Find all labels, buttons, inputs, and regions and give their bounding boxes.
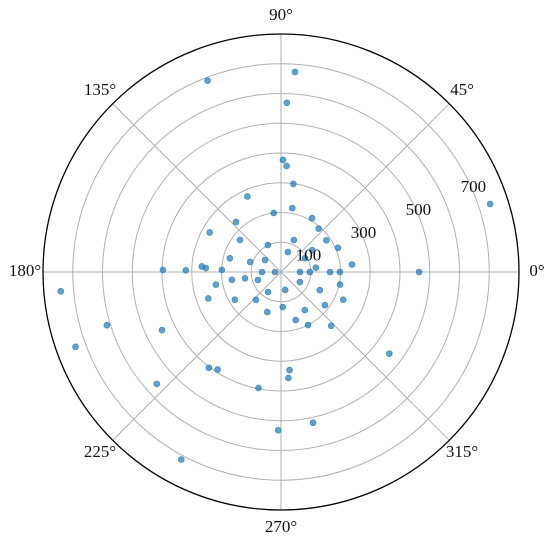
data-point [283,162,290,170]
data-point [486,200,494,208]
data-point [72,343,79,351]
r-tick-label: 700 [461,177,487,196]
polar-spine [42,33,520,511]
data-point [286,366,293,374]
data-point [301,254,309,262]
data-point [241,275,249,282]
data-point [182,267,190,274]
data-point [339,296,347,304]
data-point [228,276,236,284]
data-point [386,350,393,357]
data-point [306,268,314,276]
data-point [57,287,65,295]
theta-tick-label: 0° [529,261,544,280]
data-point [204,77,211,84]
data-point [336,268,344,276]
data-point [254,276,262,284]
data-point [252,296,260,304]
data-point [301,306,309,314]
data-point [285,374,292,382]
theta-tick-label: 45° [450,80,474,99]
data-point [270,209,278,217]
data-point [214,366,221,373]
data-point [263,308,271,316]
data-point [177,456,185,463]
data-point [308,214,316,222]
data-point [309,419,317,427]
data-point [205,364,213,372]
data-point [279,156,287,164]
data-point [159,266,167,274]
data-point [271,268,279,276]
r-tick-label: 300 [351,223,377,242]
data-point [326,268,334,276]
data-point [290,236,298,244]
data-point [279,303,287,311]
data-point [153,380,161,388]
data-point [296,278,304,286]
data-point [198,263,206,270]
data-point [158,326,166,334]
data-point [264,288,272,296]
data-point [296,268,304,276]
data-point [232,218,240,226]
data-point [283,99,291,107]
theta-tick-label: 270° [265,517,297,536]
data-point [321,301,329,309]
grid-spoke [280,103,450,273]
data-point [212,281,220,288]
data-point [415,268,423,276]
data-point [304,321,312,329]
data-point [255,384,262,392]
grid-spoke [112,103,282,273]
theta-tick-label: 315° [446,442,478,461]
data-point [281,286,289,294]
theta-tick-label: 180° [9,261,41,280]
theta-tick-label: 225° [84,442,116,461]
data-point [274,426,282,434]
data-point [264,241,272,249]
data-point [226,254,234,262]
data-point [284,248,292,256]
data-point [288,204,296,212]
r-tick-label: 500 [406,200,432,219]
data-point [244,193,251,200]
theta-tick-label: 90° [269,5,293,24]
data-point [312,264,320,272]
data-point [316,286,324,294]
data-point [327,322,335,330]
grid-spoke [280,271,450,441]
data-point [308,246,316,254]
data-point [290,180,297,188]
data-point [336,281,344,288]
theta-tick-label: 135° [84,80,116,99]
data-point [206,229,214,236]
data-point [291,68,299,76]
data-point [261,256,269,264]
data-point [323,236,330,244]
data-point [334,244,342,252]
r-tick-label: 100 [296,246,322,265]
data-point [231,296,239,304]
data-point [315,225,322,232]
data-point [292,316,299,324]
data-point [246,258,254,266]
data-point [348,261,356,268]
data-point [218,266,226,274]
data-point [103,321,111,329]
data-point [258,268,266,276]
data-point [236,236,244,244]
data-point [205,295,212,302]
